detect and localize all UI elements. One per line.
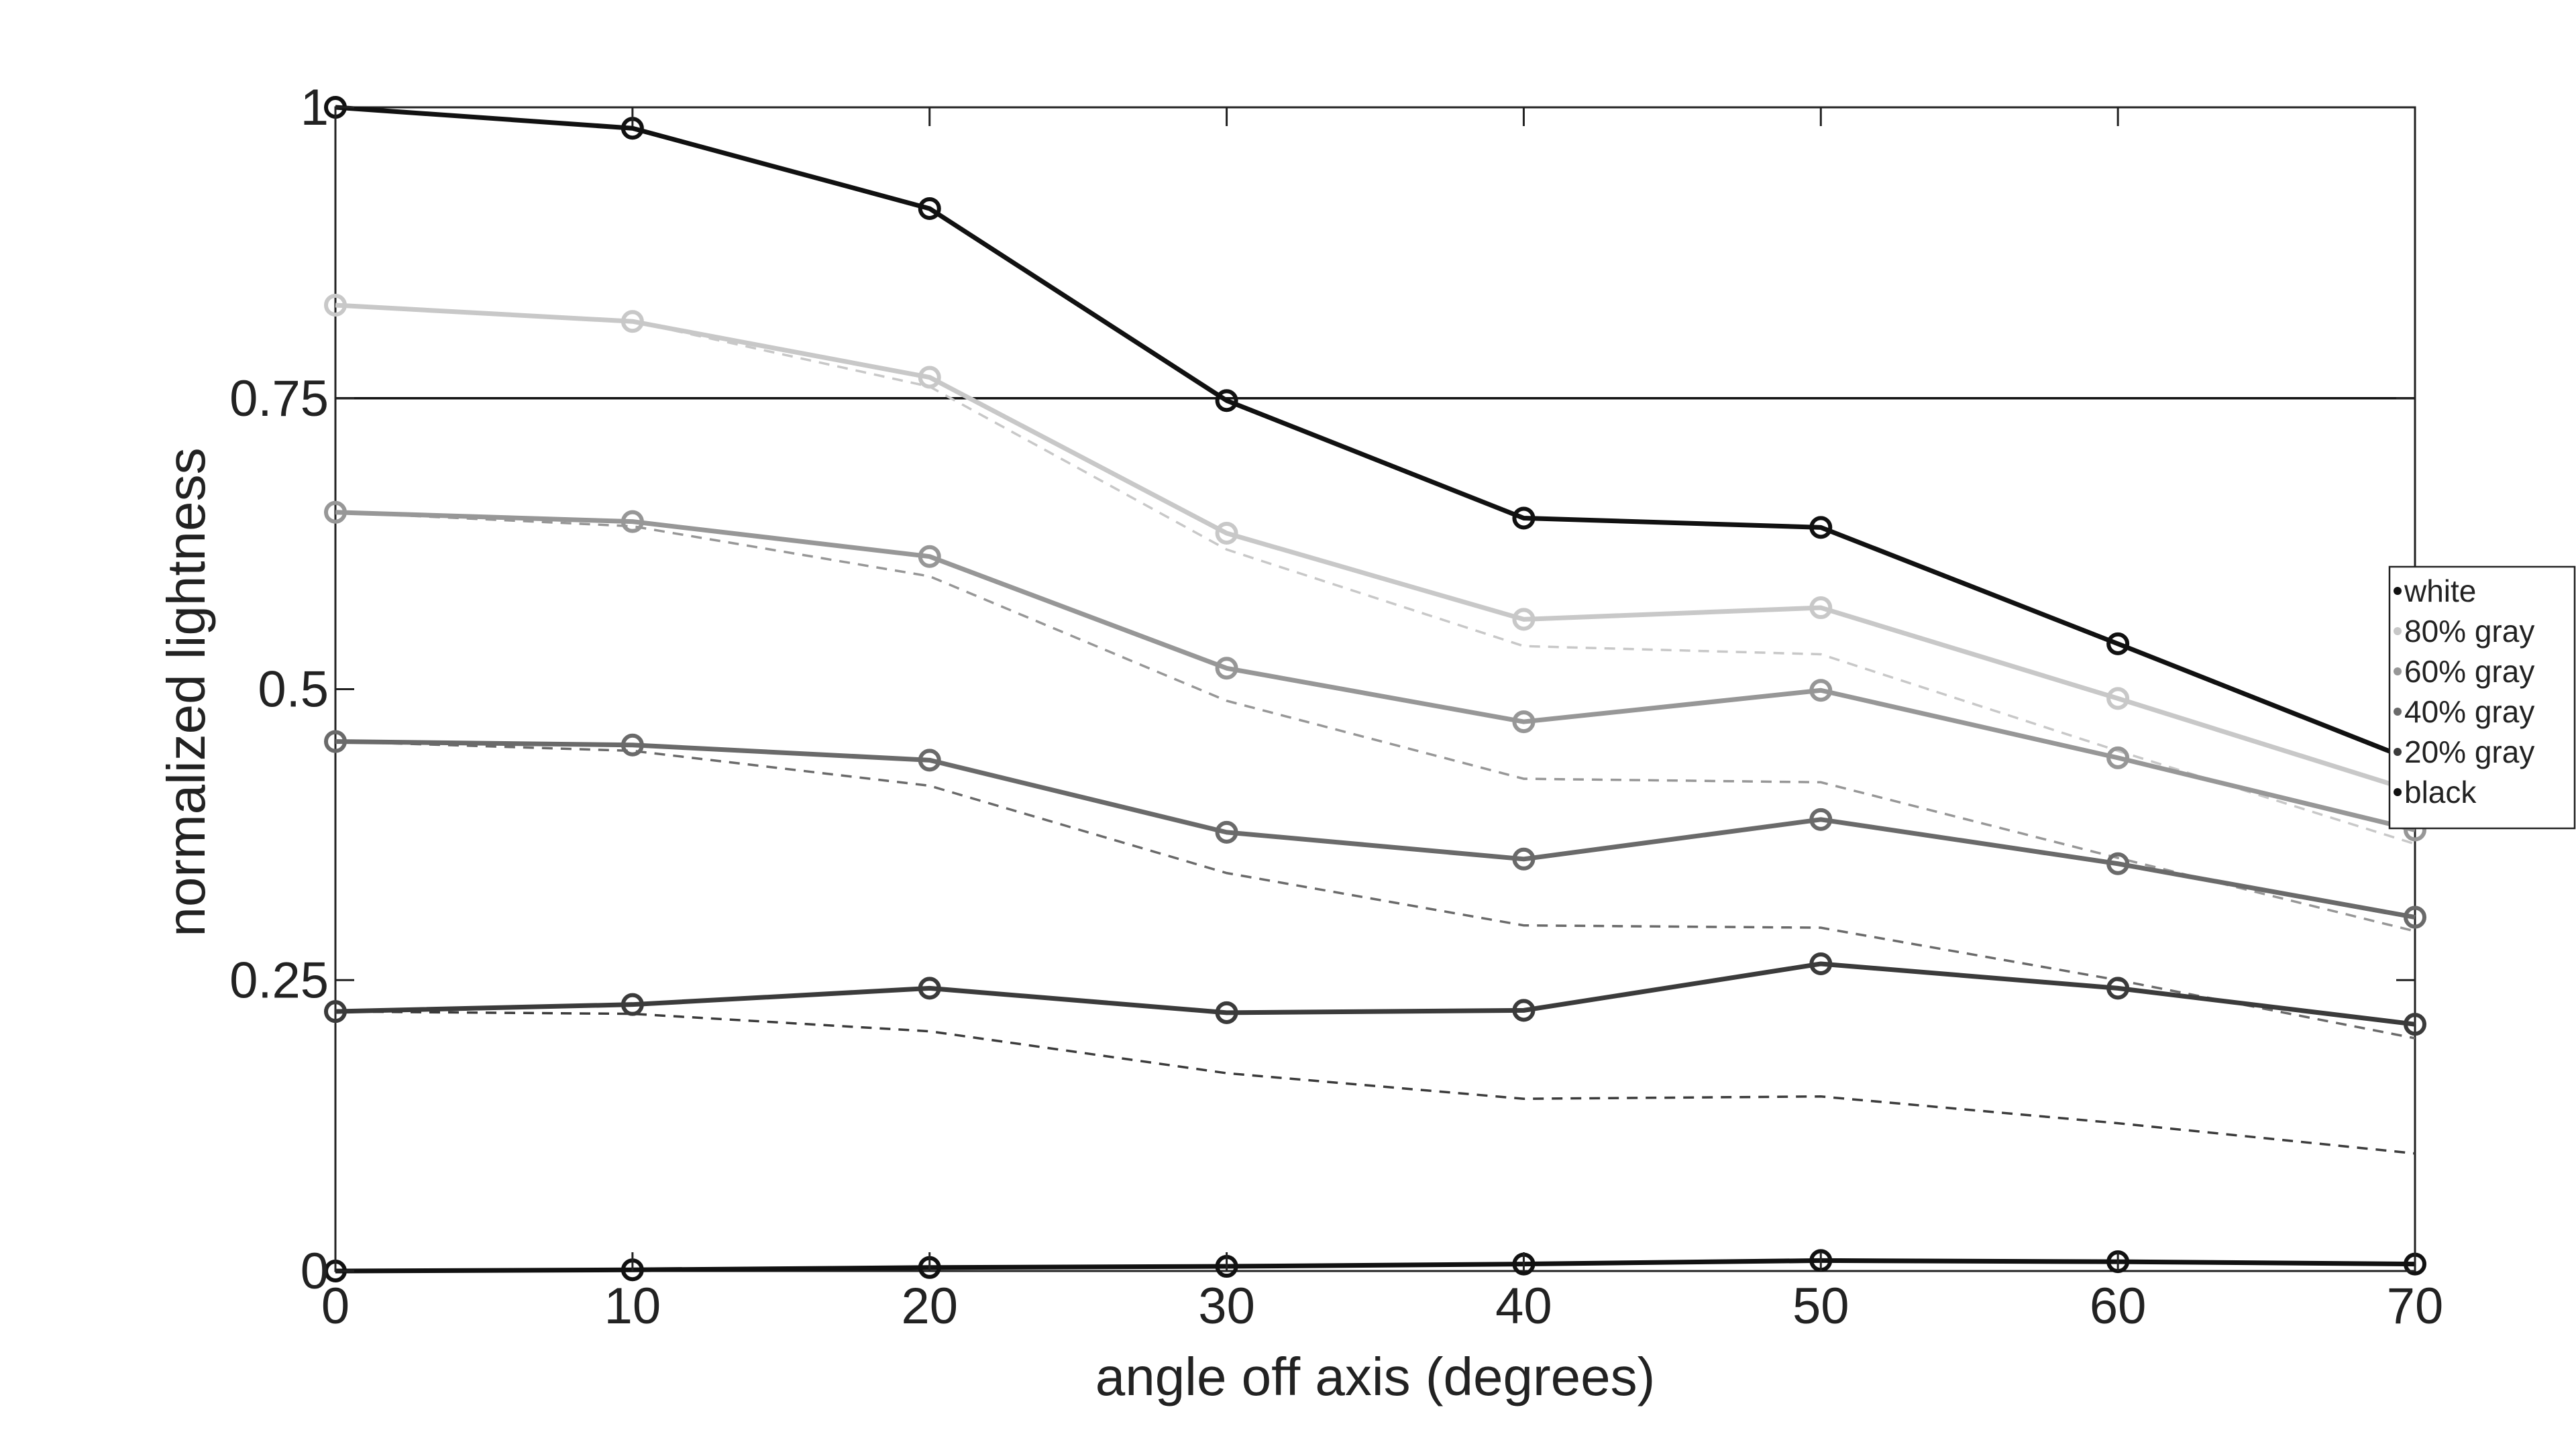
- plot-frame-layer: [334, 106, 2416, 1272]
- data-point: [918, 366, 941, 389]
- data-point: [918, 749, 941, 772]
- x-tick-label: 0: [321, 1278, 350, 1335]
- data-point: [918, 197, 941, 220]
- x-tick-label: 30: [1198, 1278, 1255, 1335]
- legend-label: 20% gray: [2404, 734, 2534, 769]
- data-point: [2106, 687, 2130, 710]
- data-point: [621, 310, 644, 333]
- x-tick-label: 60: [2090, 1278, 2147, 1335]
- legend-marker: [2394, 587, 2402, 595]
- data-point: [324, 500, 347, 524]
- series-line: [335, 1258, 2416, 1274]
- data-point: [621, 993, 644, 1016]
- legend-label: black: [2404, 775, 2477, 810]
- y-tick-label: 0.25: [229, 952, 329, 1009]
- legend-marker: [2394, 667, 2402, 675]
- data-point: [918, 545, 941, 568]
- data-point: [621, 733, 644, 757]
- x-tick-label: 10: [604, 1278, 661, 1335]
- data-point: [1809, 596, 1833, 620]
- data-point: [1215, 820, 1238, 844]
- legend-marker: [2394, 708, 2402, 716]
- series-line: [335, 105, 2416, 764]
- x-tick-label: 40: [1495, 1278, 1552, 1335]
- legend-marker: [2394, 627, 2402, 635]
- data-point: [324, 1000, 347, 1024]
- y-tick-label: 0.75: [229, 370, 329, 427]
- data-point: [324, 730, 347, 753]
- legend-marker: [2394, 788, 2402, 796]
- y-axis-title: normalized lightness: [156, 447, 216, 936]
- y-tick-label: 1: [301, 79, 329, 136]
- data-point: [2106, 977, 2130, 1000]
- x-tick-label: 70: [2387, 1278, 2444, 1335]
- data-point: [1215, 522, 1238, 545]
- legend-label: 60% gray: [2404, 654, 2534, 689]
- data-point: [1215, 657, 1238, 680]
- data-point: [2106, 632, 2130, 655]
- legend: white 80% gray 60% gray 40% gray 20% gray bla…: [2388, 565, 2576, 830]
- data-point: [1512, 847, 1536, 871]
- data-point: [2404, 1013, 2426, 1036]
- dashed-series-layer: [335, 304, 2416, 1155]
- legend-box: [2388, 565, 2576, 830]
- series-line: [335, 510, 2416, 832]
- legend-label: 40% gray: [2404, 694, 2534, 729]
- data-point: [1809, 952, 1833, 975]
- data-point: [1215, 389, 1238, 412]
- data-point: [324, 293, 347, 317]
- legend-label: white: [2404, 573, 2476, 608]
- y-tick-label: 0.5: [258, 661, 329, 718]
- data-point: [2106, 746, 2130, 769]
- data-point: [918, 977, 941, 1000]
- x-tick-label: 50: [1792, 1278, 1849, 1335]
- series-line: [335, 302, 2416, 794]
- series-line: [335, 961, 2416, 1027]
- data-point: [2106, 852, 2130, 875]
- x-tick-label: 20: [901, 1278, 958, 1335]
- series-dashed-line: [335, 511, 2416, 933]
- data-point: [2404, 905, 2426, 929]
- series-dashed-line: [335, 740, 2416, 1040]
- data-point: [1512, 710, 1536, 734]
- plot-frame: [334, 106, 2416, 1272]
- series-dashed-line: [335, 1010, 2416, 1155]
- axes-layer: 0 10 20 30 40 50 60 70 0 0.25 0.5 0.75 1: [229, 79, 2443, 1335]
- data-point: [1512, 608, 1536, 631]
- data-point: [1809, 808, 1833, 831]
- data-point: [1809, 679, 1833, 702]
- data-point: [621, 510, 644, 533]
- series-line: [335, 739, 2416, 920]
- series-layer: [324, 96, 2426, 1282]
- x-axis-title: angle off axis (degrees): [1095, 1347, 1656, 1407]
- data-point: [1809, 516, 1833, 539]
- data-point: [1512, 999, 1536, 1022]
- legend-marker: [2394, 748, 2402, 756]
- data-point: [1215, 1001, 1238, 1024]
- y-tick-label: 0: [301, 1243, 329, 1300]
- data-point: [1512, 506, 1536, 530]
- legend-label: 80% gray: [2404, 614, 2534, 649]
